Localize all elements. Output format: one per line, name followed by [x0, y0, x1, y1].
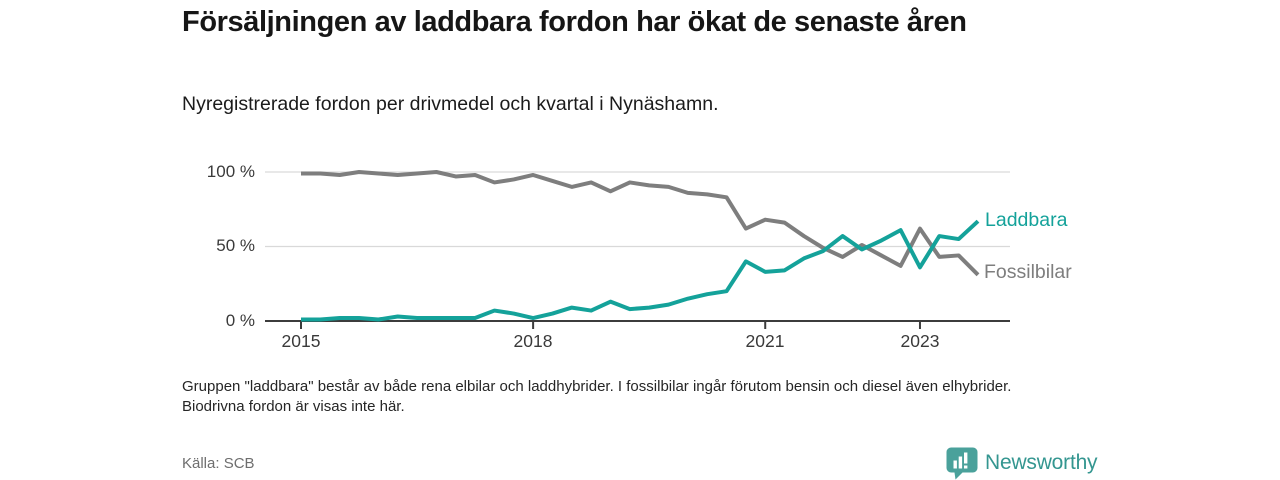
source-label: Källa: SCB	[182, 455, 255, 472]
chart-title: Försäljningen av laddbara fordon har öka…	[182, 6, 967, 38]
legend-label-laddbara: Laddbara	[985, 209, 1068, 231]
x-axis-tick-2023: 2023	[900, 331, 940, 351]
chart-footnote: Gruppen "laddbara" består av både rena e…	[182, 378, 1012, 415]
chart-subtitle: Nyregistrerade fordon per drivmedel och …	[182, 93, 719, 115]
y-axis-tick-50: 50 %	[216, 236, 255, 255]
y-axis-tick-100: 100 %	[206, 162, 255, 181]
x-axis-tick-2018: 2018	[513, 331, 553, 351]
x-axis-tick-2015: 2015	[281, 331, 321, 351]
newsworthy-branding: Newsworthy	[945, 446, 1098, 480]
newsworthy-chart-bubble-icon	[946, 447, 978, 480]
newsworthy-wordmark: Newsworthy	[985, 451, 1098, 474]
x-axis-tick-2021: 2021	[745, 331, 785, 351]
y-axis-tick-0: 0 %	[225, 311, 255, 330]
legend-label-fossilbilar: Fossilbilar	[984, 261, 1072, 283]
